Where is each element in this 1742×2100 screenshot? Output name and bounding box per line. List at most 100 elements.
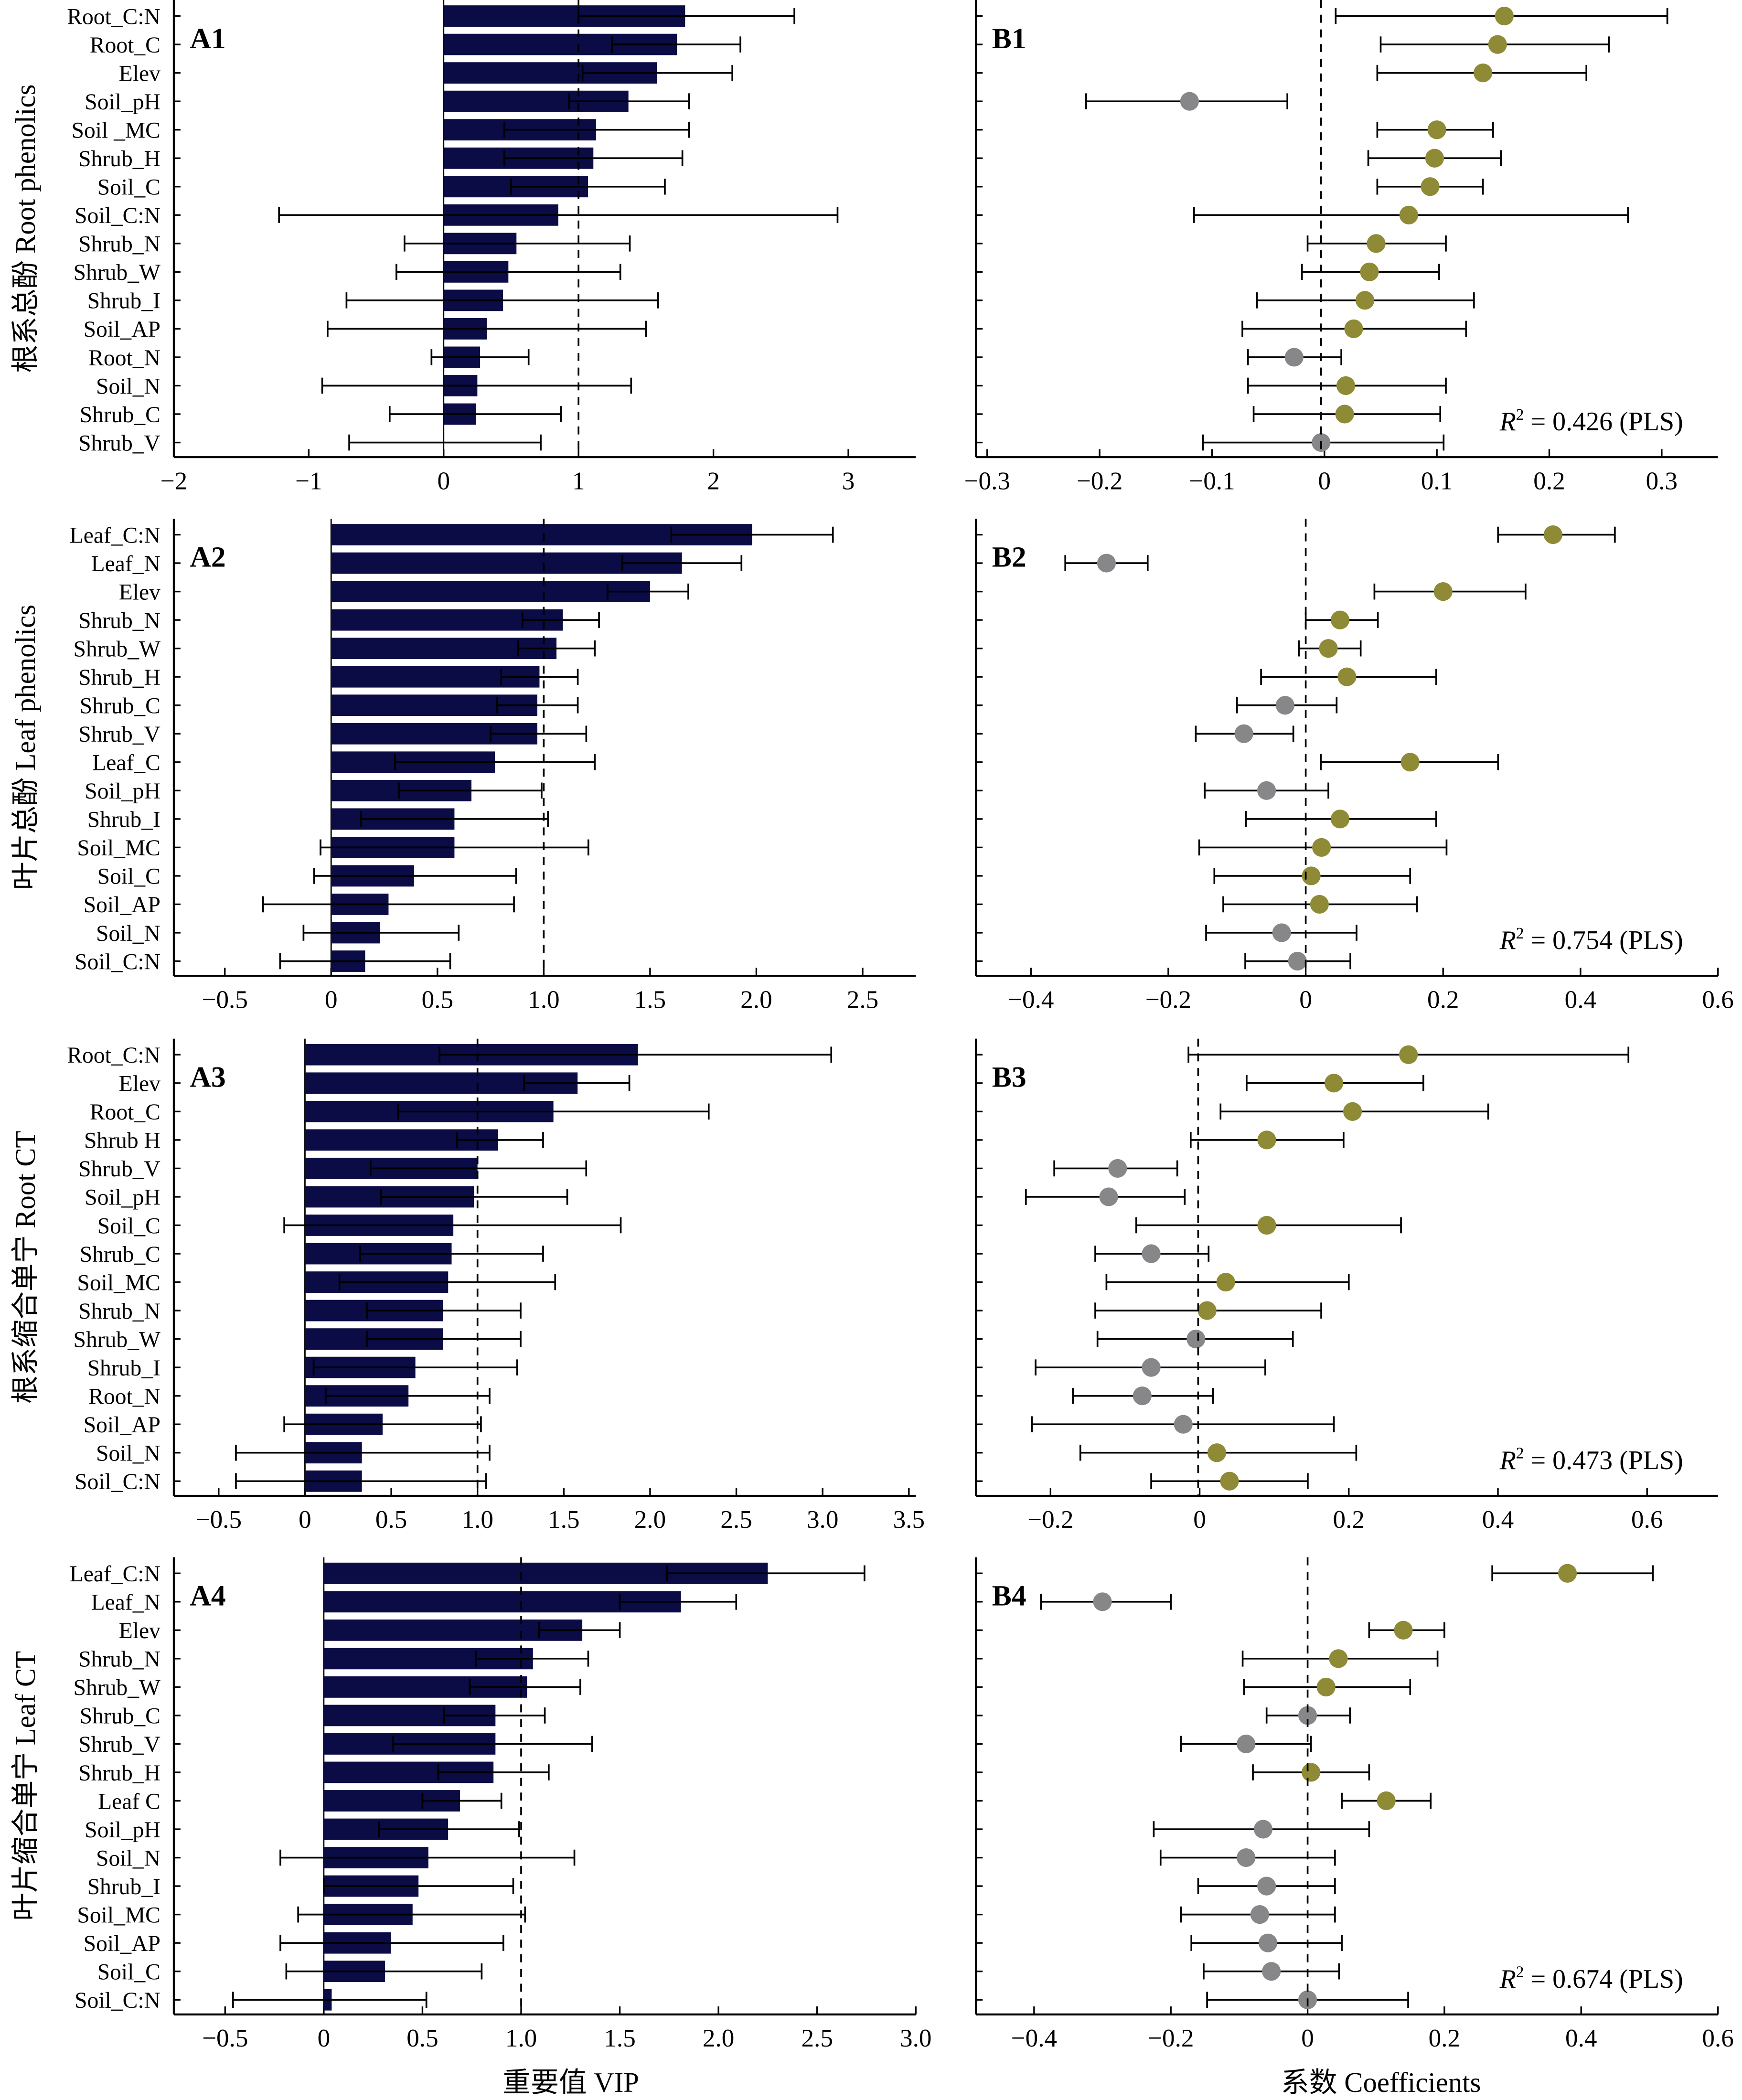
category-label: Soil_C:N	[75, 1988, 160, 2013]
category-label: Leaf_C:N	[70, 1562, 160, 1587]
coefficient-point	[1324, 1074, 1344, 1093]
x-tick-label: 0.2	[1427, 985, 1459, 1013]
category-label: Soil_AP	[84, 317, 160, 342]
category-label: Shrub_W	[74, 1675, 160, 1700]
category-label: Soil_pH	[85, 779, 160, 804]
coefficient-point	[1108, 1159, 1127, 1178]
x-tick-label: −0.2	[1077, 467, 1122, 495]
panel-label: B4	[992, 1579, 1026, 1612]
x-tick-label: 1.5	[634, 985, 666, 1013]
x-tick-label: 0.4	[1565, 985, 1596, 1013]
r-squared-symbol: R	[1499, 1446, 1516, 1475]
coefficient-point	[1399, 1045, 1418, 1064]
y-axis-title: 根系缩合单宁 Root CT	[10, 1131, 41, 1404]
category-label: Soil_MC	[77, 836, 160, 861]
coefficient-point	[1302, 1763, 1321, 1782]
coefficient-point	[1180, 92, 1199, 111]
x-tick-label: 1.5	[548, 1505, 579, 1534]
category-label: Shrub_I	[87, 1875, 160, 1899]
x-tick-label: 0.3	[1646, 467, 1678, 495]
coefficient-point	[1433, 582, 1453, 601]
r-squared-superscript: 2	[1516, 1445, 1524, 1462]
x-tick-label: −0.5	[202, 985, 248, 1013]
x-tick-label: 0.4	[1482, 1505, 1514, 1534]
x-tick-label: 0.1	[1421, 467, 1453, 495]
coefficient-point	[1367, 234, 1386, 253]
coefficient-point	[1394, 1620, 1413, 1640]
coefficient-point	[1337, 667, 1357, 686]
x-tick-label: 3.5	[893, 1505, 925, 1534]
x-tick-label: 1.0	[461, 1505, 493, 1534]
category-label: Shrub_C	[80, 1242, 160, 1267]
coefficient-point	[1216, 1272, 1235, 1292]
coefficient-point	[1142, 1244, 1161, 1263]
coefficient-point	[1495, 6, 1514, 26]
category-label: Soil_MC	[77, 1270, 160, 1295]
coefficient-point	[1329, 1649, 1348, 1668]
category-label: Shrub_I	[87, 808, 160, 832]
x-tick-label: −0.2	[1145, 985, 1191, 1013]
x-tick-label: −0.2	[1027, 1505, 1073, 1534]
r-squared-label: R2 = 0.674 (PLS)	[1499, 1963, 1683, 1994]
x-tick-label: 3.0	[900, 2024, 931, 2052]
coefficient-point	[1360, 262, 1379, 281]
coefficient-point	[1400, 753, 1420, 772]
x-tick-label: 1.5	[604, 2024, 635, 2052]
panel-a3: −0.5 0 0.5 1.0 1.5 2.0 2.5 3.0 3.5 Root_C:N Elev Ro…	[10, 1038, 925, 1534]
coefficient-point	[1377, 1791, 1396, 1811]
coefficient-point	[1097, 554, 1116, 573]
category-label: Soil_C	[97, 1214, 160, 1238]
category-label: Shrub_H	[78, 1761, 160, 1786]
r-squared-symbol: R	[1499, 407, 1516, 437]
coefficient-point	[1344, 319, 1363, 339]
coefficient-point	[1186, 1330, 1206, 1349]
category-label: Leaf_N	[91, 1590, 160, 1615]
category-label: Soil_C:N	[75, 949, 160, 974]
x-tick-label: 3.0	[807, 1505, 838, 1534]
category-label: Shrub_I	[87, 289, 160, 314]
coefficient-point	[1257, 1130, 1276, 1150]
category-label: Soil_MC	[77, 1903, 160, 1928]
r-squared-label: R2 = 0.426 (PLS)	[1499, 406, 1683, 437]
coefficient-point	[1330, 610, 1350, 629]
category-label: Shrub_N	[78, 608, 160, 633]
x-tick-label: 0	[437, 467, 450, 495]
coefficient-point	[1257, 1876, 1276, 1896]
coefficient-point	[1093, 1592, 1112, 1611]
coefficient-point	[1425, 149, 1444, 168]
x-tick-label: 3	[842, 467, 855, 495]
category-label: Soil_pH	[85, 1818, 160, 1843]
category-label: Elev	[119, 580, 160, 605]
r-squared-superscript: 2	[1516, 1963, 1524, 1981]
x-tick-label: 2.0	[634, 1505, 666, 1534]
x-tick-label: 1.0	[505, 2024, 537, 2052]
coefficient-point	[1142, 1358, 1161, 1377]
category-label: Soil_AP	[84, 1413, 160, 1438]
category-label: Shrub_H	[78, 147, 160, 171]
category-label: Shrub_C	[80, 403, 160, 427]
category-label: Shrub_V	[78, 1732, 160, 1757]
coefficient-point	[1399, 205, 1418, 224]
x-tick-label: 0.5	[406, 2024, 438, 2052]
r-squared-superscript: 2	[1516, 925, 1524, 942]
category-label: Soil_AP	[84, 1931, 160, 1956]
category-label: Root_C	[90, 33, 160, 58]
category-label: Soil_C:N	[75, 1470, 160, 1494]
x-tick-label: 0	[325, 985, 338, 1013]
x-tick-label: 0.2	[1333, 1505, 1365, 1534]
coefficient-point	[1237, 1848, 1256, 1867]
category-label: Soil_C	[97, 864, 160, 889]
panel-label: B2	[992, 541, 1026, 574]
coefficient-point	[1421, 177, 1440, 196]
panel-b4: −0.4 −0.2 0 0.2 0.4 0.6 B4 R2 = 0.674 (PLS)	[975, 1557, 1734, 2052]
category-label: Soil_AP	[84, 893, 160, 917]
category-label: Shrub_N	[78, 1647, 160, 1672]
x-tick-label: 0	[1193, 1505, 1206, 1534]
coefficient-point	[1237, 1734, 1256, 1754]
x-axis-title-vip: 重要值 VIP	[502, 2067, 639, 2098]
r-squared-label: R2 = 0.473 (PLS)	[1499, 1445, 1683, 1475]
panel-b2: −0.4 −0.2 0 0.2 0.4 0.6 B2 R2 = 0.754 (PLS)	[975, 518, 1734, 1013]
coefficient-point	[1258, 1933, 1278, 1952]
x-tick-label: 0	[1301, 2024, 1314, 2052]
r-squared-symbol: R	[1499, 1964, 1516, 1994]
